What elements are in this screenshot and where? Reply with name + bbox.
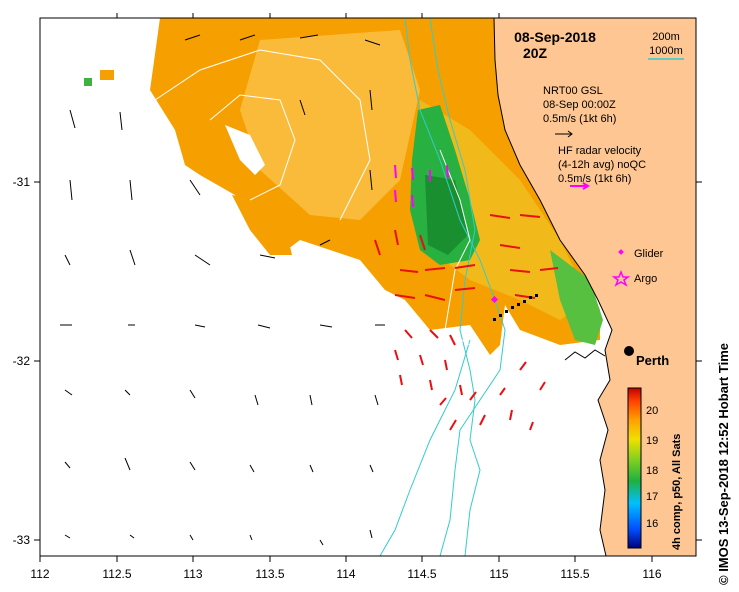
star-icon [611, 269, 631, 287]
radar-legend-arrow [570, 182, 590, 190]
model-legend-arrow [555, 130, 573, 138]
bathy-3000m [379, 339, 471, 556]
lon-axis: 112 112.5 113 113.5 114 114.5 115 115.5 … [30, 13, 662, 581]
lon-tick: 114.5 [407, 567, 436, 581]
land-mass [493, 18, 696, 556]
diamond-icon [618, 249, 624, 255]
sst-field-light [240, 30, 420, 220]
map-time: 20Z [523, 45, 548, 61]
model-legend-scale: 0.5m/s (1kt 6h) [543, 113, 616, 125]
lon-tick: 115.5 [560, 567, 589, 581]
colorbar-tick: 16 [646, 518, 658, 530]
lat-tick: -31 [13, 175, 31, 189]
sst-field-coast-green [550, 250, 603, 345]
lon-tick: 112 [30, 567, 49, 581]
colorbar-tick: 17 [646, 491, 658, 503]
sst-island-strip [232, 195, 292, 255]
glider-position [490, 295, 499, 304]
lon-tick: 115 [489, 567, 508, 581]
perth-marker [624, 346, 634, 356]
colorbar-label: 4h comp, p50, All Sats [671, 434, 683, 550]
lon-tick: 113 [183, 567, 202, 581]
radar-legend-scale: 0.5m/s (1kt 6h) [558, 173, 631, 185]
bathy-1000m [429, 18, 481, 556]
colorbar-scale [627, 387, 642, 549]
radar-velocity-arrows-magenta [394, 164, 449, 208]
bathy-legend-1000m: 1000m [649, 45, 683, 57]
sst-patch-west [100, 70, 114, 80]
glider-legend-label: Glider [634, 248, 664, 260]
lat-tick: -32 [13, 354, 31, 368]
colorbar-tick: 19 [646, 435, 658, 447]
radar-legend-avg: (4-12h avg) noQC [558, 159, 646, 171]
bathy-legend-200m: 200m [652, 31, 680, 43]
model-legend-title: NRT00 GSL [543, 85, 603, 97]
colorbar-tick: 20 [646, 405, 658, 417]
sst-field-cool-dark [425, 175, 468, 255]
imos-credit: © IMOS 13-Sep-2018 12:52 Hobart Time [716, 343, 731, 585]
isotherm-1 [154, 49, 371, 221]
cloud-gap [225, 125, 265, 175]
plot-frame [39, 17, 697, 557]
lon-tick: 113.5 [255, 567, 284, 581]
radar-legend-title: HF radar velocity [558, 145, 642, 157]
isotherm-2 [209, 94, 296, 201]
lat-axis: -31 -32 -33 [13, 175, 702, 547]
lon-tick: 112.5 [102, 567, 131, 581]
swan-river [564, 349, 606, 361]
map-date: 08-Sep-2018 [514, 29, 596, 45]
colorbar: 20 19 18 17 16 4h comp, p50, All Sats [627, 387, 683, 550]
colorbar-tick: 18 [646, 465, 658, 477]
lon-tick: 116 [642, 567, 661, 581]
lon-tick: 114 [336, 567, 355, 581]
model-velocity-arrows [60, 34, 385, 546]
isotherm-3 [439, 149, 471, 346]
glider-track [493, 294, 538, 321]
argo-legend-label: Argo [634, 273, 657, 285]
lat-tick: -33 [13, 533, 31, 547]
model-legend-time: 08-Sep 00:00Z [543, 99, 616, 111]
radar-velocity-arrows [374, 214, 559, 431]
perth-label: Perth [636, 353, 669, 368]
sst-patch-west-green [84, 78, 92, 86]
